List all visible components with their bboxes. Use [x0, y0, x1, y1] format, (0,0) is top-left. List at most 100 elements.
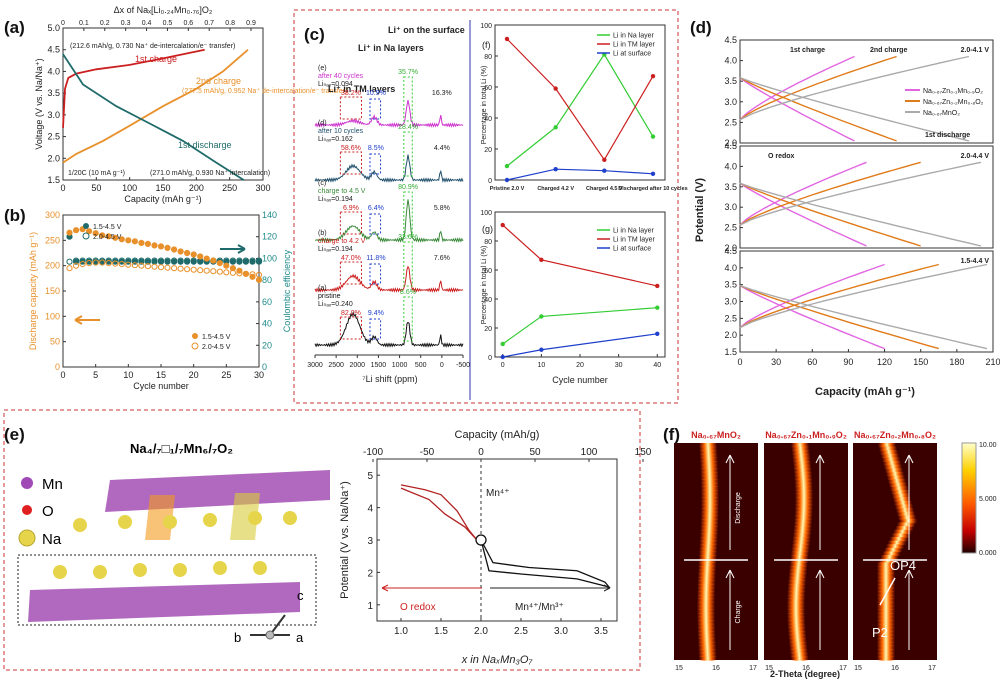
panel-b-point [229, 265, 236, 272]
panel-d-ytick-label: 3.5 [724, 280, 737, 290]
panel-d-discharge-curve [739, 284, 885, 350]
heatmap-title: Na₀.₆₇Zn₀.₂Mn₀.₈O₂ [854, 430, 936, 440]
nmr-tm-pct: 58.6% [341, 145, 361, 152]
panel-b-legend-4: 2.0-4.5 V [202, 344, 231, 351]
nmr-tm-box [339, 261, 363, 285]
heatmap-band-segment [698, 558, 717, 563]
panel-b-point [66, 265, 73, 272]
panel-e-annot-mn4: Mn⁴⁺ [486, 488, 509, 499]
heatmap-band-segment [792, 533, 811, 538]
panel-b-y2tick-label: 120 [262, 232, 277, 242]
panel-d-ytick-label: 4.0 [724, 161, 737, 171]
heatmap-band-segment [697, 587, 716, 592]
panel-b-y2tick-label: 140 [262, 210, 277, 220]
panel-c-border [293, 9, 679, 404]
panel-b-point [99, 259, 106, 266]
panel-e-ytick-label: 1 [367, 601, 373, 612]
heatmap-band-segment [893, 497, 911, 502]
heatmap-band-segment [788, 569, 807, 574]
panel-b-point [125, 237, 132, 244]
panel-b-xtick-label: 0 [60, 370, 65, 380]
nmr-tm-box [339, 316, 363, 340]
heatmap-band-segment [700, 508, 719, 513]
c-f-category-label: Charged 4.5 V [586, 186, 623, 192]
panel-b-point [112, 260, 119, 267]
panel-b-point [190, 257, 197, 264]
panel-b-point [184, 249, 191, 257]
panel-b-legend-2: 2.0-4.5 V [93, 234, 122, 241]
panel-a-annot-2: (277.5 mAh/g, 0.952 Na⁺ de-intercalation… [182, 87, 347, 95]
panel-b-xtick-label: 15 [156, 370, 166, 380]
panel-b-point [144, 240, 151, 247]
colorbar-tick-min: 0.000 [979, 550, 997, 557]
heatmap-band-segment [788, 634, 807, 639]
heatmap-band-segment [792, 457, 811, 462]
panel-d-ylabel: Potential (V) [694, 178, 706, 243]
heatmap-xtick-label: 17 [928, 665, 936, 672]
heatmap-band-segment [699, 453, 718, 459]
panel-b-point [66, 258, 73, 265]
nmr-na-pct: 10.9% [366, 90, 386, 97]
panel-b-point [197, 253, 204, 260]
panel-d-charge-curve [739, 55, 855, 121]
panel-b-point [177, 248, 184, 255]
panel-b-ytick-label: 0 [55, 362, 60, 372]
mn-atom-icon [21, 477, 33, 489]
panel-a-ytick-label: 3.0 [47, 110, 60, 120]
heatmap-band-segment [700, 526, 719, 531]
colorbar-tick-mid: 5.000 [979, 496, 997, 503]
heatmap-band-segment [794, 504, 813, 509]
panel-d-charge-curve [739, 161, 982, 226]
panel-d-ytick-label: 3.5 [724, 76, 737, 86]
c-f-point [504, 36, 510, 42]
panel-d-subframe [739, 145, 994, 249]
heatmap-band-segment [697, 609, 716, 614]
panel-a-toptick-label: 0.8 [225, 20, 235, 27]
c-g-xtick-label: 20 [576, 362, 584, 369]
panel-a-toptick-label: 0.2 [100, 20, 110, 27]
nmr-surf-pct: 16.3% [432, 90, 452, 97]
heatmap-band-segment [883, 461, 901, 466]
nmr-spectrum-line [314, 199, 464, 243]
panel-a-toptick-label: 0.9 [246, 20, 256, 27]
c-f-point [650, 73, 656, 79]
heatmap-band-segment [881, 453, 899, 459]
heatmap-band-segment [878, 558, 897, 563]
heatmap-band-segment [792, 540, 811, 545]
c-f-ytick-label: 0 [488, 178, 492, 185]
panel-d-ytick-label: 2.5 [724, 313, 737, 323]
nmr-xlabel: ⁷Li shift (ppm) [362, 374, 417, 384]
panel-d-xtick-label: 120 [877, 357, 892, 367]
c-f-point [650, 171, 656, 176]
panel-d-note: 1st charge [790, 47, 825, 54]
heatmap-band-segment [700, 464, 719, 469]
panel-b-point [86, 228, 93, 235]
nmr-spectrum-tag: (b) [318, 230, 327, 237]
panel-d-range-label: 1.5-4.4 V [961, 258, 990, 265]
heatmap-band-segment [789, 649, 808, 654]
heatmap-band-segment [697, 638, 716, 643]
heatmap-band-segment [788, 576, 807, 582]
panel-b-arrow-left [74, 315, 100, 325]
c-f-legend-label: Li at surface [613, 51, 651, 58]
nmr-mid-box [403, 131, 413, 177]
heatmap-band-segment [889, 537, 908, 542]
heatmap-band-segment [700, 471, 719, 477]
panel-b-point [164, 264, 171, 271]
panel-b-point [105, 233, 112, 240]
panel-e-start-marker [475, 534, 487, 546]
crystal-axis-c: c [297, 588, 304, 603]
panel-b-ytick-label: 200 [45, 261, 60, 271]
panel-d-subframe [739, 39, 994, 144]
panel-b-point [203, 267, 210, 274]
panel-e-annot-mn: Mn⁴⁺/Mn³⁺ [515, 602, 564, 613]
heatmap-band-segment [700, 490, 719, 495]
panel-b-point [242, 270, 249, 277]
panel-b-point [236, 257, 243, 264]
heatmap-band-segment [698, 562, 717, 567]
panel-e-oredox-curve [400, 484, 478, 541]
crystal-structure-illustration [17, 470, 330, 626]
heatmap-band-segment [877, 641, 895, 647]
panel-a-annot-1: (212.6 mAh/g, 0.730 Na⁺ de-intercalation… [70, 42, 235, 50]
panel-b-point [157, 264, 165, 271]
